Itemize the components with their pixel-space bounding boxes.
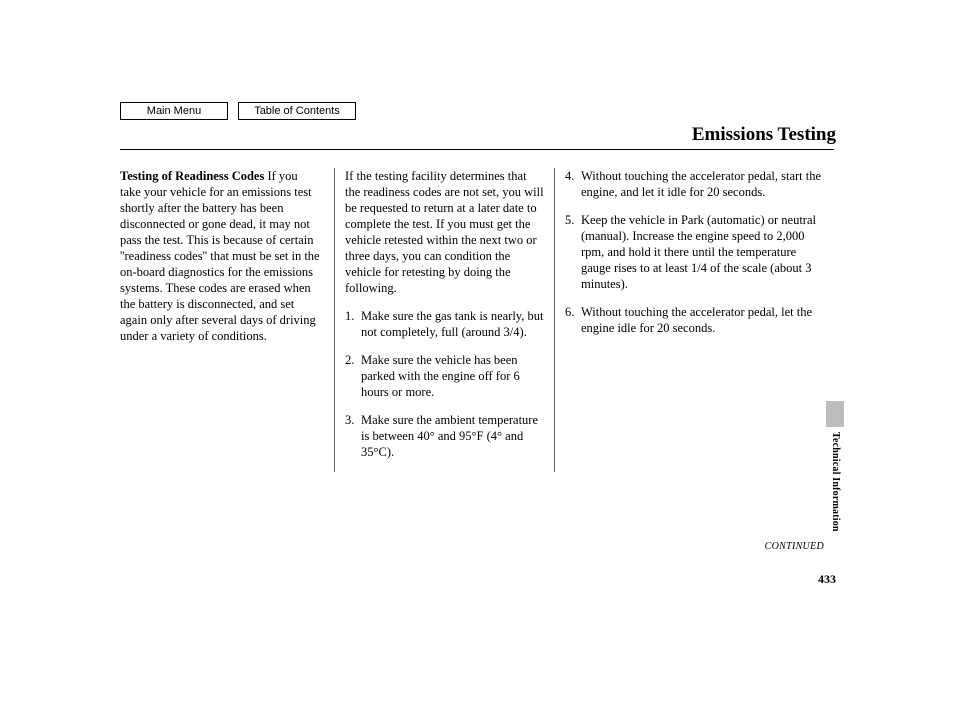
step-number: 4. (565, 168, 579, 200)
title-rule (120, 149, 834, 150)
step-item: 3. Make sure the ambient temperature is … (345, 412, 544, 460)
step-item: 4. Without touching the accelerator peda… (565, 168, 826, 200)
step-item: 1. Make sure the gas tank is nearly, but… (345, 308, 544, 340)
section-subhead: Testing of Readiness Codes (120, 169, 264, 183)
col3-steps: 4. Without touching the accelerator peda… (565, 168, 826, 336)
step-text: Keep the vehicle in Park (automatic) or … (579, 212, 826, 292)
content-columns: Testing of Readiness Codes If you take y… (120, 168, 836, 472)
step-number: 5. (565, 212, 579, 292)
step-number: 3. (345, 412, 359, 460)
step-number: 6. (565, 304, 579, 336)
page-title: Emissions Testing (692, 124, 836, 146)
section-tab (826, 401, 844, 427)
col2-steps: 1. Make sure the gas tank is nearly, but… (345, 308, 544, 460)
step-text: Make sure the gas tank is nearly, but no… (359, 308, 544, 340)
column-2: If the testing facility determines that … (334, 168, 554, 472)
step-item: 5. Keep the vehicle in Park (automatic) … (565, 212, 826, 292)
step-item: 2. Make sure the vehicle has been parked… (345, 352, 544, 400)
table-of-contents-button[interactable]: Table of Contents (238, 102, 356, 120)
page-number: 433 (818, 572, 836, 587)
continued-label: CONTINUED (765, 541, 824, 552)
step-text: Make sure the vehicle has been parked wi… (359, 352, 544, 400)
step-number: 1. (345, 308, 359, 340)
section-tab-label: Technical Information (830, 432, 841, 532)
column-1: Testing of Readiness Codes If you take y… (120, 168, 334, 472)
step-text: Make sure the ambient temperature is bet… (359, 412, 544, 460)
step-number: 2. (345, 352, 359, 400)
step-text: Without touching the accelerator pedal, … (579, 304, 826, 336)
column-3: 4. Without touching the accelerator peda… (554, 168, 836, 472)
nav-button-row: Main Menu Table of Contents (120, 102, 356, 120)
main-menu-button[interactable]: Main Menu (120, 102, 228, 120)
step-text: Without touching the accelerator pedal, … (579, 168, 826, 200)
col2-intro: If the testing facility determines that … (345, 168, 544, 296)
col1-body: If you take your vehicle for an emission… (120, 169, 320, 343)
step-item: 6. Without touching the accelerator peda… (565, 304, 826, 336)
